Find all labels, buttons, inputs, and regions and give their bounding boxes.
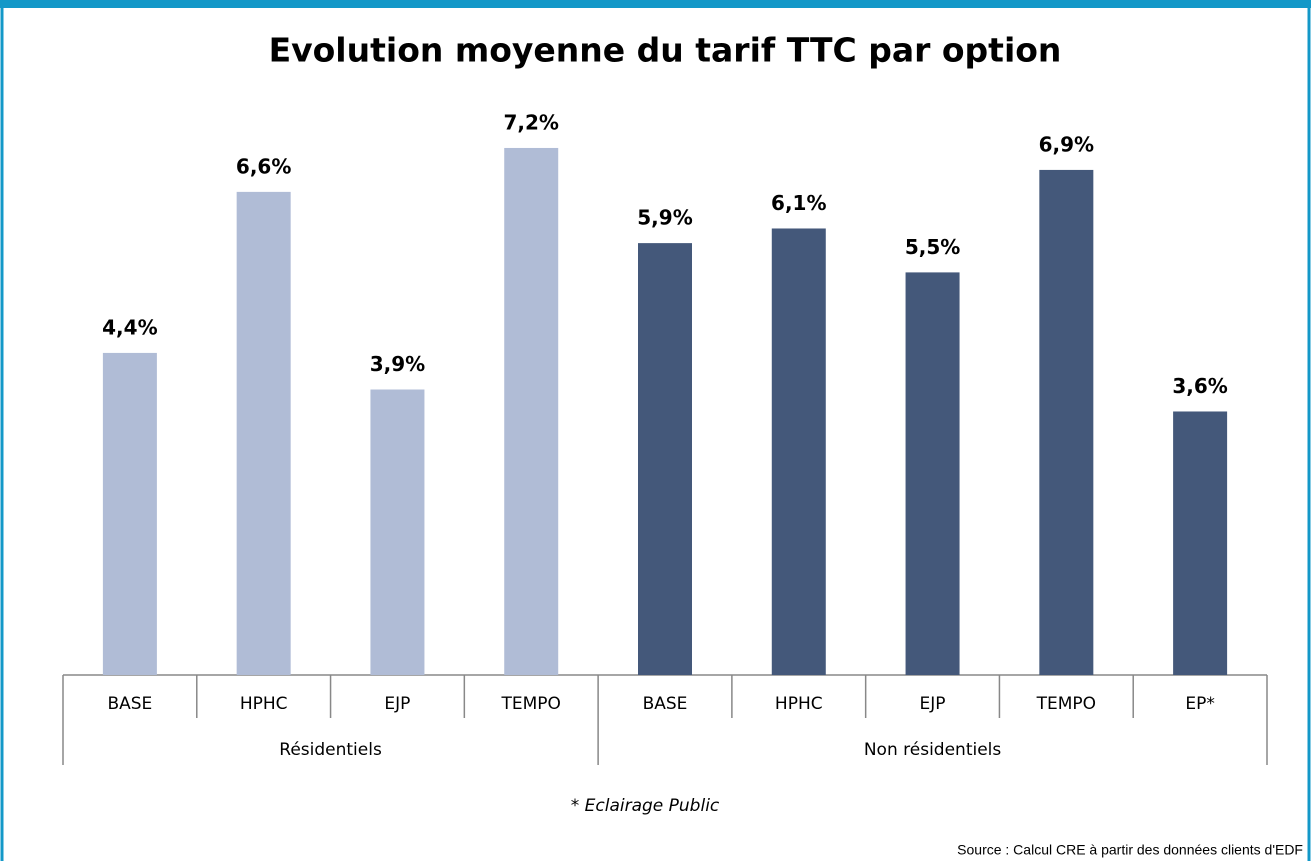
x-tick-label: HPHC — [775, 694, 823, 714]
chart-title: Evolution moyenne du tarif TTC par optio… — [269, 31, 1062, 70]
bar — [638, 243, 692, 675]
x-tick-label: TEMPO — [501, 694, 561, 714]
value-label: 5,9% — [637, 206, 692, 230]
bar — [771, 228, 826, 676]
x-tick-label: BASE — [643, 694, 688, 714]
source: Source : Calcul CRE à partir des données… — [957, 842, 1303, 858]
bar — [236, 191, 291, 675]
value-label: 4,4% — [102, 315, 157, 339]
footnote: * Eclairage Public — [571, 796, 720, 816]
bar — [504, 147, 559, 675]
bar — [102, 352, 157, 675]
x-tick-label: EP* — [1185, 694, 1215, 714]
value-label: 7,2% — [503, 110, 558, 134]
value-label: 6,6% — [236, 154, 291, 178]
value-label: 6,1% — [771, 191, 826, 215]
bar — [1039, 169, 1094, 676]
bar — [370, 389, 425, 675]
x-tick-label: HPHC — [240, 694, 288, 714]
value-label: 3,9% — [370, 352, 425, 376]
bar — [1173, 411, 1228, 675]
group-label: Résidentiels — [279, 740, 382, 760]
group-label: Non résidentiels — [864, 740, 1002, 760]
x-tick-label: EJP — [920, 694, 946, 714]
value-label: 3,6% — [1172, 374, 1227, 398]
header-band — [0, 0, 1311, 8]
bar — [905, 272, 960, 675]
x-tick-label: EJP — [384, 694, 410, 714]
x-tick-label: TEMPO — [1036, 694, 1096, 714]
x-tick-label: BASE — [107, 694, 152, 714]
value-label: 6,9% — [1039, 132, 1094, 156]
value-label: 5,5% — [905, 235, 960, 259]
